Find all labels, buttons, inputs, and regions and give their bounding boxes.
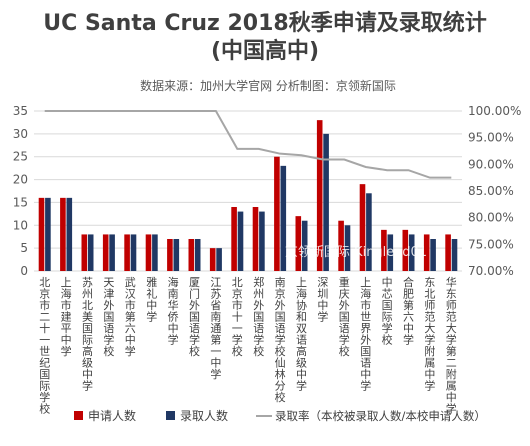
x-tick-label: 天津外国语学校 [103,276,114,358]
y-left-tick-label: 10 [13,218,28,232]
bar-admit [387,234,394,271]
bar-apply [381,229,387,271]
bar-apply [38,197,45,271]
bar-admit [109,234,115,271]
x-tick-label: 北京市二十一世纪国际学校 [39,276,50,416]
bar-apply [359,184,366,271]
y-right-tick-label: 75.00% [468,237,514,251]
bar-apply [145,234,152,271]
legend-label-rate: 录取率（本校被录取人数/本校申请人数） [275,409,486,423]
legend-label-apply: 申请人数 [88,408,136,423]
y-left-tick-label: 0 [20,264,28,278]
x-tick-label: 厦门外国语学校 [189,276,200,358]
y-right-tick-label: 95.00% [468,131,514,145]
bar-apply [102,234,109,271]
legend-swatch-admit [166,411,175,420]
watermark: 京领新国际 Kinglead01 [285,244,427,260]
x-tick-label: 海南华侨中学 [168,275,179,347]
plot-area: 0 5 10 15 20 25 30 35 70.00% 75.00% 80.00% 85.00% 90… [13,104,522,416]
chart-title-line2: (中国高中) [211,38,319,64]
y-right-tick-label: 100.00% [468,104,521,118]
bar-admit [130,234,137,271]
y-right-tick-label: 80.00% [468,211,514,225]
x-tick-label: 江苏省南通第一中学 [210,276,221,381]
y-left-tick-label: 15 [13,195,28,209]
bar-apply [231,207,237,271]
bar-apply [295,216,302,271]
y-left-tick-label: 5 [20,241,28,255]
legend: 申请人数 录取人数 录取率（本校被录取人数/本校申请人数） [74,408,486,423]
bar-apply [402,229,409,271]
bar-admit [45,197,51,271]
y-left-tick-label: 20 [13,173,28,187]
bar-admit [152,234,158,271]
chart-title-line1: UC Santa Cruz 2018秋季申请及录取统计 [43,10,486,36]
bar-apply [60,197,66,271]
x-tick-label: 上海协和双语高级中学 [296,276,307,393]
y-right-tick-label: 70.00% [468,264,514,278]
bar-admit [430,239,436,271]
x-tick-label: 南京外国语学校仙林分校 [275,276,286,404]
x-tick-label: 北京市十一学校 [232,276,243,358]
bar-admit [366,193,372,271]
bar-apply [274,156,280,271]
y-right-tick-label: 85.00% [468,184,514,198]
x-tick-label: 合肥第六中学 [403,275,414,347]
x-tick-label: 东北师范大学附属中学 [424,276,435,393]
y-right-tick-label: 90.00% [468,157,514,171]
y-left-tick-label: 30 [13,127,28,141]
bar-admit [301,220,308,271]
bar-admit [66,197,73,271]
bar-admit [259,211,265,271]
bar-apply [252,207,259,271]
bar-admit [344,225,351,271]
bar-admit [280,165,287,271]
x-tick-label: 华东师范大学第二附属中学 [446,275,457,416]
x-tick-label: 苏州北美国际高级中学 [82,276,93,393]
bar-apply [167,239,173,271]
x-tick-label: 中芯国际学校 [382,276,393,347]
legend-swatch-apply [74,411,83,420]
x-tick-label: 武汉市第六中学 [125,276,136,358]
legend-label-admit: 录取人数 [180,408,228,423]
x-tick-label: 深圳中学 [317,276,328,324]
bar-admit [194,239,201,271]
bar-admit [173,239,180,271]
bar-apply [124,234,130,271]
x-tick-label: 郑州外国语学校 [253,275,264,358]
y-left-tick-label: 25 [13,150,28,164]
bar-apply [81,234,88,271]
bar-apply [445,234,451,271]
x-tick-label: 重庆外国语学校 [339,275,350,358]
bar-admit [87,234,94,271]
x-tick-label: 上海市建平中学 [61,276,72,358]
x-tick-label: 雅礼中学 [146,275,157,324]
bar-admit [237,211,244,271]
chart-subtitle: 数据来源：加州大学官网 分析制图：京领新国际 [140,78,396,93]
y-left-tick-label: 35 [13,104,28,118]
bar-apply [423,234,430,271]
bar-apply [209,248,216,271]
series-line-admit-rate [44,110,452,179]
bar-apply [316,120,323,272]
bar-apply [338,220,344,271]
bar-admit [408,234,415,271]
bar-admit [451,239,458,271]
bar-apply [188,239,195,271]
bar-admit [216,248,222,271]
x-tick-label: 上海市世界外国语中学 [360,276,371,393]
bar-admit [323,133,329,271]
